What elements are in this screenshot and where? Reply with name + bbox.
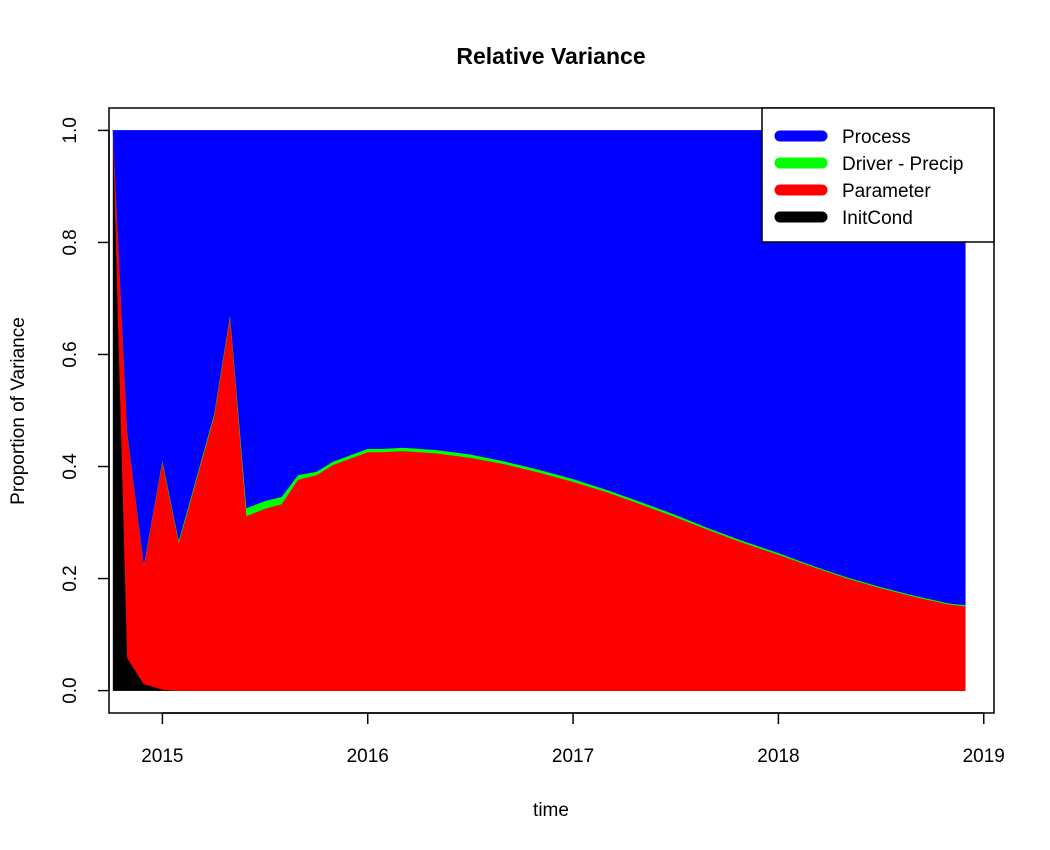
- y-tick-label: 0.2: [60, 565, 81, 591]
- legend-label: Parameter: [842, 181, 931, 202]
- x-tick-label: 2015: [141, 746, 183, 767]
- legend: Process Driver - Precip Parameter InitCond: [761, 107, 995, 243]
- y-axis-label: Proportion of Variance: [8, 317, 29, 505]
- x-axis-label: time: [533, 800, 569, 821]
- area-process: [112, 130, 966, 606]
- x-axis: 2015 2016 2017 2018 2019: [141, 712, 1005, 767]
- x-tick-label: 2018: [757, 746, 799, 767]
- x-tick-label: 2017: [552, 746, 594, 767]
- x-tick-label: 2016: [347, 746, 389, 767]
- y-tick-label: 0.4: [60, 453, 81, 480]
- y-tick-label: 0.6: [60, 341, 81, 367]
- y-tick-label: 0.0: [60, 677, 81, 703]
- y-axis: 0.0 0.2 0.4 0.6 0.8 1.0: [60, 117, 110, 704]
- x-tick-label: 2019: [963, 746, 1005, 767]
- chart-title: Relative Variance: [456, 43, 645, 69]
- y-tick-label: 0.8: [60, 229, 81, 255]
- legend-label: Process: [842, 127, 911, 148]
- legend-label: InitCond: [842, 208, 913, 229]
- stacked-areas: [112, 130, 966, 691]
- legend-label: Driver - Precip: [842, 154, 963, 175]
- y-tick-label: 1.0: [60, 117, 81, 143]
